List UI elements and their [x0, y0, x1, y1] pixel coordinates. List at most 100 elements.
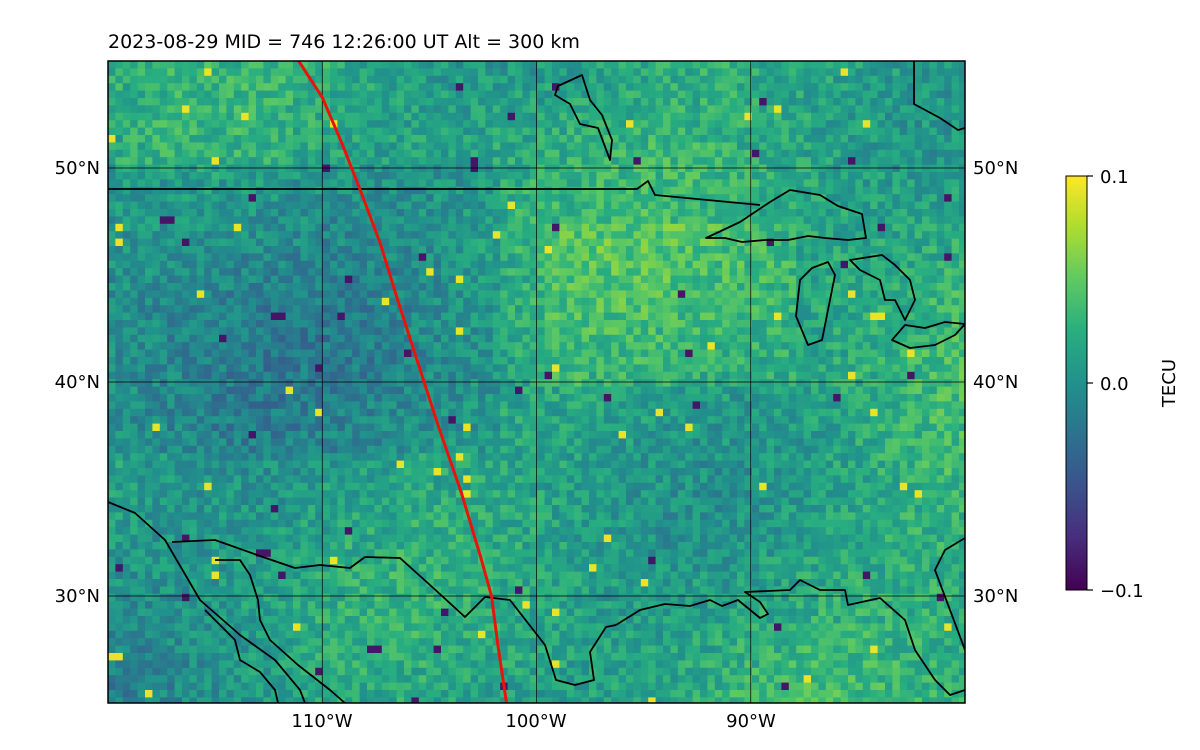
tec-cell [426, 231, 435, 240]
tec-cell [655, 201, 664, 210]
tec-cell [115, 290, 124, 299]
tec-cell [781, 371, 790, 380]
tec-cell [145, 209, 153, 217]
tec-cell [315, 209, 324, 217]
tec-cell [248, 164, 257, 173]
tec-cell [566, 201, 575, 210]
tec-cell [737, 186, 745, 195]
tec-cell [877, 68, 886, 77]
tec-cell [914, 275, 923, 284]
tec-cell [344, 120, 353, 129]
tec-cell [441, 127, 449, 136]
tec-cell [788, 371, 797, 380]
tec-cell [285, 238, 294, 247]
tec-cell [936, 238, 945, 247]
tec-cell [455, 164, 464, 173]
tec-cell [892, 75, 901, 84]
tec-cell [936, 357, 945, 365]
tec-cell [263, 164, 272, 173]
tec-cell [359, 157, 368, 166]
tec-cell [922, 223, 930, 232]
tec-cell [463, 172, 472, 180]
tec-cell [714, 98, 723, 106]
tec-cell [315, 186, 324, 195]
tec-cell [796, 334, 805, 343]
tec-cell [300, 201, 309, 210]
tec-cell [714, 260, 723, 269]
tec-cell [381, 172, 390, 180]
tec-cell [626, 290, 634, 299]
tec-cell [108, 238, 116, 247]
tec-cell [751, 105, 760, 114]
tec-cell [500, 327, 509, 336]
tec-cell [485, 61, 494, 69]
tec-cell [278, 297, 287, 306]
tec-cell [152, 290, 161, 299]
tec-cell [137, 209, 146, 217]
tec-cell [825, 371, 834, 380]
tec-cell [744, 357, 753, 365]
tec-cell [241, 342, 250, 351]
tec-cell [581, 120, 590, 129]
tec-cell [914, 327, 923, 336]
tec-cell [899, 260, 908, 269]
tec-cell [781, 246, 790, 254]
tec-cell [463, 135, 472, 143]
tec-cell [182, 209, 190, 217]
tec-cell [381, 364, 390, 373]
tec-cell [396, 68, 405, 77]
tec-cell [537, 357, 546, 365]
tec-cell [722, 290, 731, 299]
tec-cell [803, 223, 812, 232]
tec-cell [211, 305, 220, 314]
tec-cell [796, 142, 805, 151]
tec-cell [811, 186, 819, 195]
tec-cell [115, 127, 124, 136]
tec-cell [907, 127, 916, 136]
tec-cell [944, 371, 953, 380]
tec-cell [389, 135, 398, 143]
tec-cell [182, 238, 190, 247]
tec-cell [892, 334, 901, 343]
tec-cell [122, 186, 131, 195]
tec-cell [833, 349, 842, 358]
tec-cell [411, 201, 420, 210]
tec-cell [322, 297, 331, 306]
tec-cell [700, 238, 708, 247]
tec-cell [152, 186, 161, 195]
tec-cell [174, 253, 183, 262]
tec-cell [922, 90, 930, 99]
tec-cell [537, 61, 546, 69]
tec-cell [788, 320, 797, 328]
tec-cell [781, 142, 790, 151]
tec-cell [219, 157, 227, 166]
tec-cell [448, 98, 457, 106]
tec-cell [907, 260, 916, 269]
tec-cell [803, 320, 812, 328]
tec-cell [285, 90, 294, 99]
tec-cell [559, 75, 568, 84]
tec-cell [226, 120, 235, 129]
tec-cell [818, 179, 827, 188]
tec-cell [892, 135, 901, 143]
tec-cell [825, 283, 834, 291]
tec-cell [374, 216, 383, 225]
tec-cell [862, 75, 871, 84]
tec-cell [633, 216, 642, 225]
tec-cell [130, 135, 139, 143]
tec-cell [751, 179, 760, 188]
tec-cell [374, 371, 383, 380]
tec-cell [618, 231, 627, 240]
tec-cell [367, 357, 375, 365]
tec-cell [196, 312, 205, 321]
tec-cell [322, 164, 331, 173]
tec-cell [707, 305, 716, 314]
tec-cell [566, 157, 575, 166]
tec-cell [374, 90, 383, 99]
tec-cell [122, 120, 131, 129]
tec-cell [759, 83, 768, 92]
tec-cell [307, 357, 316, 365]
tec-cell [344, 186, 353, 195]
tec-cell [862, 61, 871, 69]
tec-cell [300, 164, 309, 173]
